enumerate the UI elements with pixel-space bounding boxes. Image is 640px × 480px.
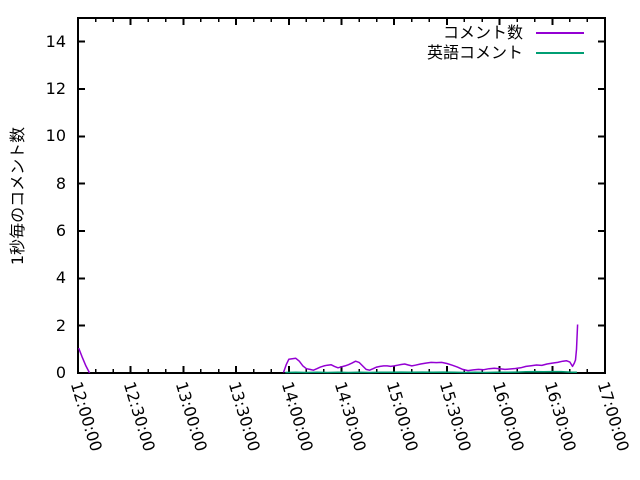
series-line-1 (285, 370, 577, 374)
y-tick-label: 0 (55, 363, 66, 382)
legend-line-sample (536, 52, 584, 54)
y-tick-label: 14 (45, 31, 66, 51)
series-line-0 (78, 347, 91, 374)
y-axis-title: 1秒毎のコメント数 (8, 126, 27, 266)
legend-label: コメント数 (442, 23, 523, 42)
y-tick-label: 12 (45, 79, 66, 98)
y-tick-label: 8 (55, 173, 66, 193)
y-tick-label: 6 (55, 221, 66, 240)
y-tick-label: 10 (45, 126, 66, 146)
y-tick-label: 4 (55, 268, 66, 288)
legend: コメント数 英語コメント (427, 23, 584, 63)
legend-item: 英語コメント (427, 43, 584, 63)
legend-label: 英語コメント (426, 43, 523, 62)
legend-line-sample (536, 32, 584, 34)
legend-item: コメント数 (427, 23, 584, 43)
y-tick-label: 2 (55, 315, 66, 335)
plot-border (77, 17, 606, 374)
series-line-0 (282, 324, 579, 373)
